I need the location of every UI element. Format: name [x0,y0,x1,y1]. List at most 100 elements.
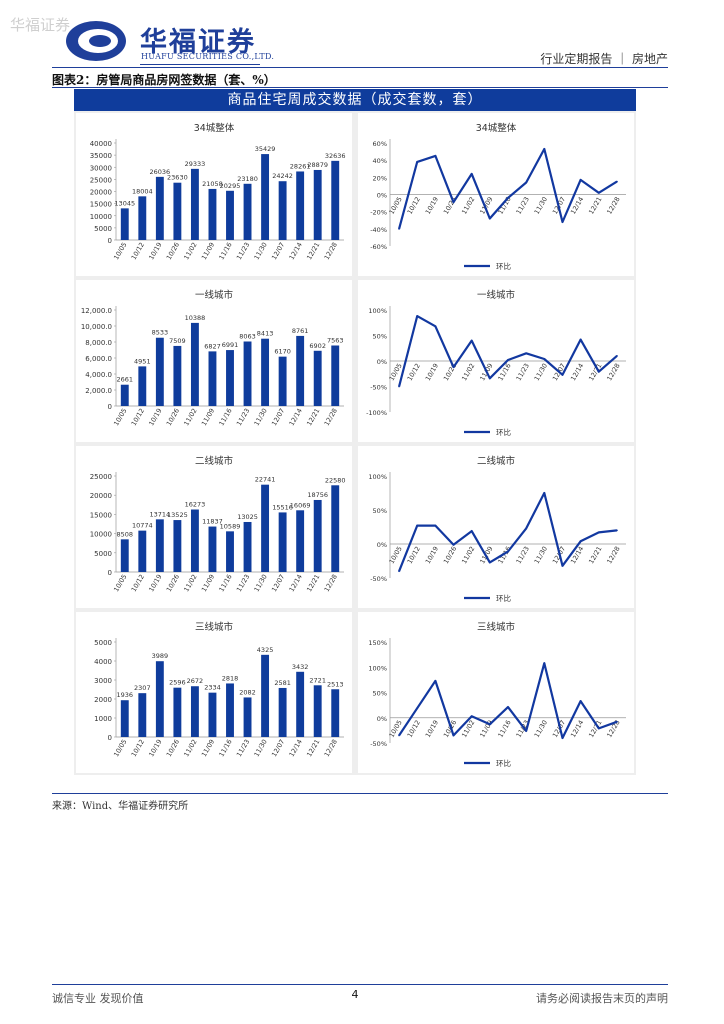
chart-panel-tier1-line: 一线城市 -100% -50% 0% 50% 100% 10/05 10/12 10/19 10/… [358,280,634,442]
bar [155,337,164,406]
x-tick-label: 11/09 [200,241,216,261]
footer-divider [52,984,668,985]
data-point [616,180,618,183]
y-tick-label: -40% [370,226,387,234]
data-point [543,358,546,360]
x-tick-label: 11/23 [515,196,531,216]
y-tick-label: 10000 [90,531,112,539]
bar [313,499,322,572]
bar [173,345,182,406]
data-point [507,706,509,709]
y-tick-label: 30000 [90,164,112,172]
data-label: 8508 [116,530,133,538]
chart-title: 34城整体 [476,122,517,134]
y-tick-label: 20000 [90,189,112,197]
x-tick-label: 10/12 [130,241,146,261]
x-tick-label: 11/30 [533,362,549,382]
data-label: 16069 [290,501,311,509]
data-label: 13045 [114,199,135,207]
chart-panel-tier2-line: 二线城市 -50% 0% 50% 100% 10/05 10/12 10/19 10/26 11/… [358,446,634,608]
data-label: 6170 [274,348,291,356]
data-label: 2661 [116,376,133,384]
x-tick-label: 11/02 [460,196,476,216]
data-point [579,540,582,543]
data-point [507,359,509,361]
data-point [543,492,546,494]
x-tick-label: 12/21 [305,738,321,758]
x-tick-label: 10/19 [147,573,163,593]
chart-title: 一线城市 [477,289,516,301]
bar [173,182,182,240]
bar [155,519,164,572]
x-tick-label: 11/16 [496,719,512,739]
data-point [543,148,546,150]
x-tick-label: 11/30 [533,196,549,216]
y-tick-label: 0% [377,715,387,723]
x-tick-label: 10/19 [424,719,440,739]
bar [243,521,252,572]
data-label: 8413 [257,330,274,338]
data-label: 2581 [274,679,291,687]
chart-panel-tier2-bar: 二线城市 0 5000 10000 15000 20000 25000 8508 10/05 10… [76,446,352,608]
data-label: 8761 [292,327,309,335]
chart-title: 三线城市 [477,621,516,633]
data-label: 22580 [325,476,346,484]
bar [208,526,217,572]
bar [278,512,287,572]
data-point [579,700,582,702]
chart-title: 二线城市 [195,455,234,467]
x-tick-label: 11/02 [182,407,198,427]
data-label: 23630 [167,174,188,182]
bar [243,341,252,406]
bar [296,671,305,737]
x-tick-label: 10/26 [165,738,181,758]
bar [331,345,340,406]
data-label: 1936 [116,691,133,699]
y-tick-label: 40000 [90,140,112,148]
header-divider [52,67,668,68]
x-tick-label: 10/26 [165,573,181,593]
legend-label: 环比 [496,593,511,603]
x-tick-label: 12/21 [587,545,603,565]
x-tick-label: 10/26 [442,545,458,565]
data-point [543,662,546,665]
chart-title: 一线城市 [195,289,234,301]
y-tick-label: 0 [108,403,112,411]
x-tick-label: 10/19 [147,241,163,261]
data-point [507,197,509,199]
x-tick-label: 11/02 [460,545,476,565]
data-label: 8533 [152,329,169,337]
y-tick-label: 0% [377,358,387,366]
data-label: 29333 [185,160,206,168]
x-tick-label: 11/09 [200,407,216,427]
data-label: 28879 [307,161,328,169]
x-tick-label: 11/23 [515,362,531,382]
data-label: 2596 [169,679,186,687]
footer-slogan: 诚信专业 发现价值 [52,992,144,1005]
bar [190,509,199,572]
y-tick-label: 20000 [90,492,112,500]
data-point [398,385,400,388]
x-tick-label: 10/19 [147,407,163,427]
data-label: 13025 [237,513,258,521]
y-tick-label: 40% [373,157,387,165]
y-tick-label: 5000 [94,550,112,558]
bar [208,692,217,737]
x-tick-label: 12/07 [270,738,286,758]
data-point [561,737,564,739]
data-label: 21058 [202,180,223,188]
data-label: 28261 [290,162,311,170]
source-note: 来源：Wind、华福证券研究所 [52,801,189,812]
bar [138,366,147,406]
x-tick-label: 12/28 [605,545,621,565]
data-label: 18004 [132,187,153,195]
data-point [616,355,618,357]
x-tick-label: 12/14 [288,407,304,427]
bar [313,685,322,737]
source-divider [52,793,668,794]
data-label: 18756 [307,491,328,499]
data-label: 3432 [292,663,309,671]
x-tick-label: 12/28 [323,241,339,261]
x-tick-label: 10/12 [130,573,146,593]
x-tick-label: 11/16 [496,196,512,216]
